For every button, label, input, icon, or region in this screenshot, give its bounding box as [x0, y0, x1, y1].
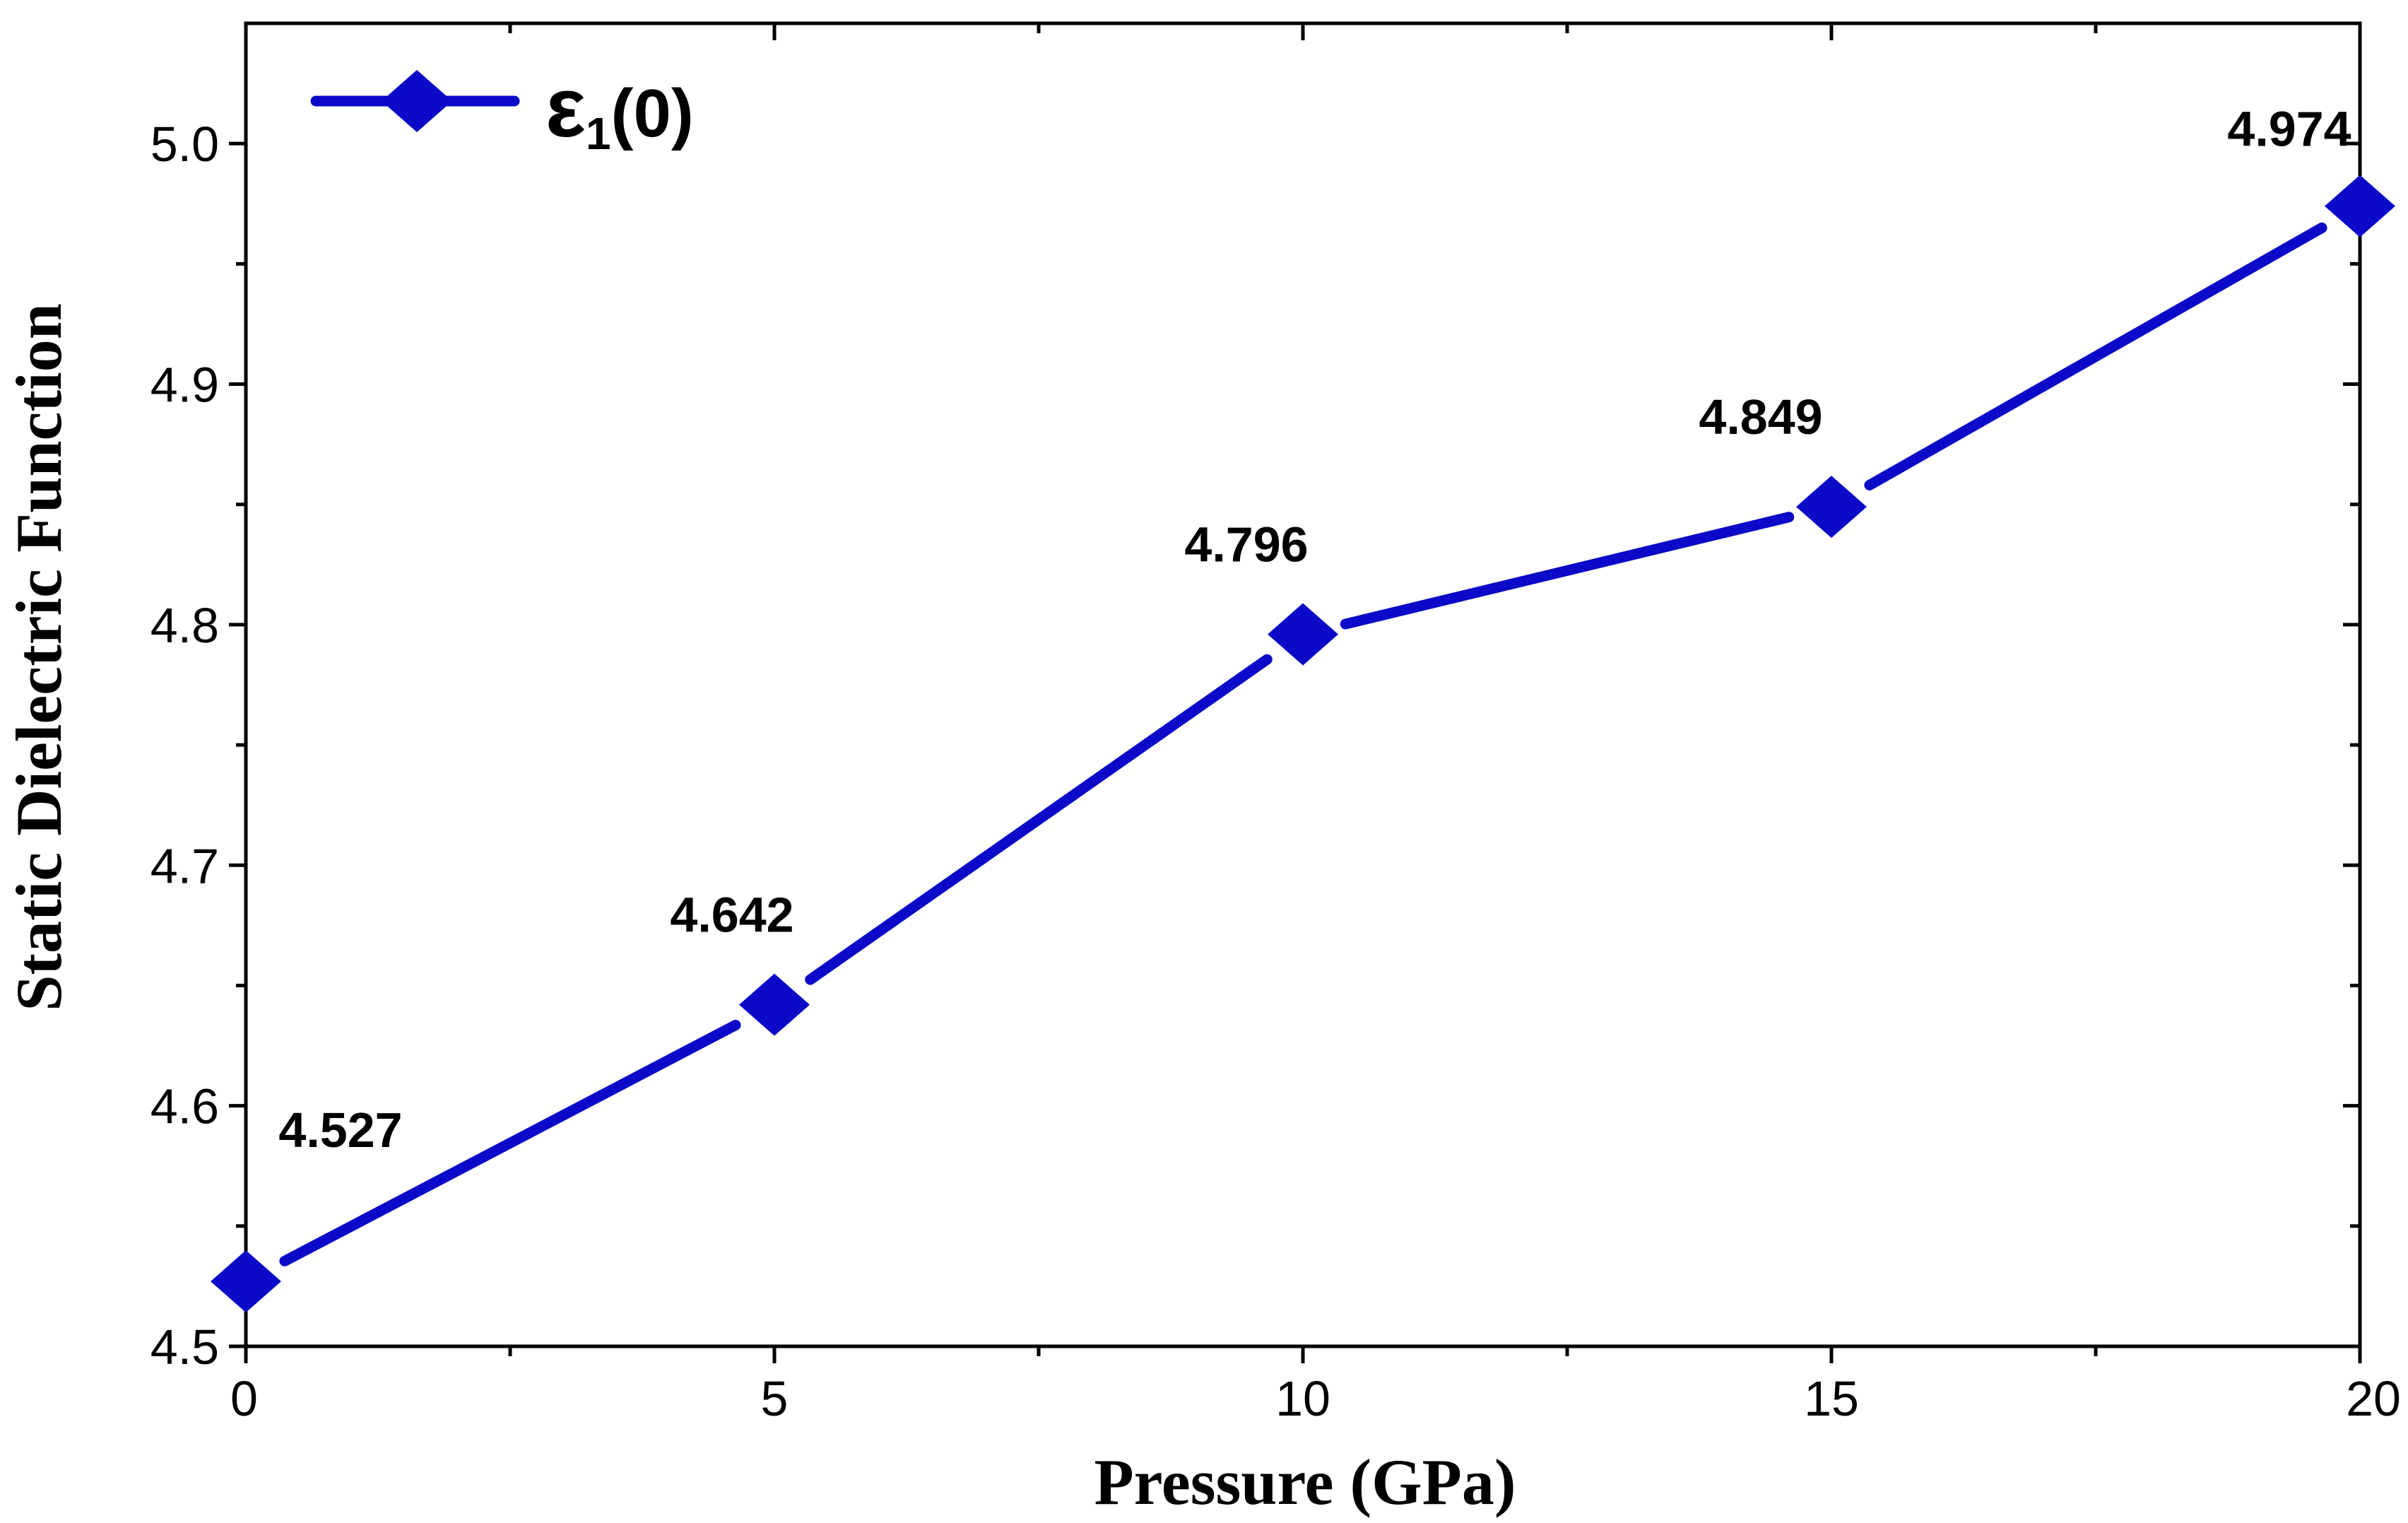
series-line-segment: [805, 654, 1273, 985]
data-label: 4.642: [670, 888, 793, 943]
y-tick-label: 4.7: [150, 838, 219, 893]
series-layer: [211, 175, 2395, 1313]
y-axis-title: Static Dielectric Function: [3, 303, 75, 1011]
y-tick-label: 4.5: [150, 1319, 219, 1375]
legend: ε1(0): [310, 60, 694, 159]
data-point-marker: [1268, 603, 1338, 666]
x-tick-label: 10: [1275, 1371, 1330, 1426]
data-point-marker: [739, 973, 810, 1036]
legend-subscript: 1: [586, 108, 611, 159]
series-line-segment: [1340, 512, 1795, 630]
tick-labels: 0 5 10 15 20 4.5 4.6 4.7 4.8 4.9 5.0: [150, 117, 2401, 1426]
legend-symbol: ε: [545, 60, 586, 155]
axes: [244, 21, 2362, 1348]
y-tick-label: 4.9: [150, 358, 219, 413]
data-point-marker: [1796, 476, 1867, 539]
x-axis-title: Pressure (GPa): [1094, 1446, 1516, 1518]
legend-label: ε1(0): [545, 60, 694, 159]
data-label: 4.974: [2227, 102, 2351, 157]
data-labels: 4.527 4.642 4.796 4.849 4.974: [278, 102, 2351, 1158]
x-tick-label: 0: [230, 1371, 258, 1426]
series-line-segment: [1864, 222, 2327, 490]
data-label: 4.796: [1184, 517, 1308, 572]
plot-frame: [244, 21, 2362, 1348]
x-tick-label: 5: [761, 1371, 789, 1426]
y-tick-label: 4.8: [150, 598, 219, 653]
data-label: 4.849: [1699, 389, 1822, 445]
x-tick-label: 15: [1804, 1371, 1859, 1426]
y-tick-label: 5.0: [150, 117, 219, 172]
series-line-segment: [279, 1019, 741, 1266]
data-point-marker: [2325, 175, 2395, 237]
legend-suffix: (0): [611, 76, 694, 151]
y-tick-label: 4.6: [150, 1079, 219, 1134]
data-point-marker: [211, 1250, 281, 1313]
tick-marks: [229, 23, 2362, 1363]
x-tick-label: 20: [2346, 1371, 2401, 1426]
legend-marker: [382, 70, 452, 132]
data-label: 4.527: [278, 1102, 402, 1158]
